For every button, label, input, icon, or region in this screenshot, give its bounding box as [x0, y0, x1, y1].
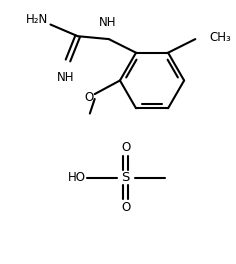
- Text: O: O: [121, 201, 131, 214]
- Text: O: O: [121, 141, 131, 154]
- Text: S: S: [122, 171, 130, 184]
- Text: NH: NH: [99, 16, 117, 29]
- Text: O: O: [84, 91, 93, 103]
- Text: H₂N: H₂N: [26, 13, 48, 26]
- Text: HO: HO: [68, 171, 86, 184]
- Text: NH: NH: [57, 71, 75, 84]
- Text: CH₃: CH₃: [209, 31, 231, 44]
